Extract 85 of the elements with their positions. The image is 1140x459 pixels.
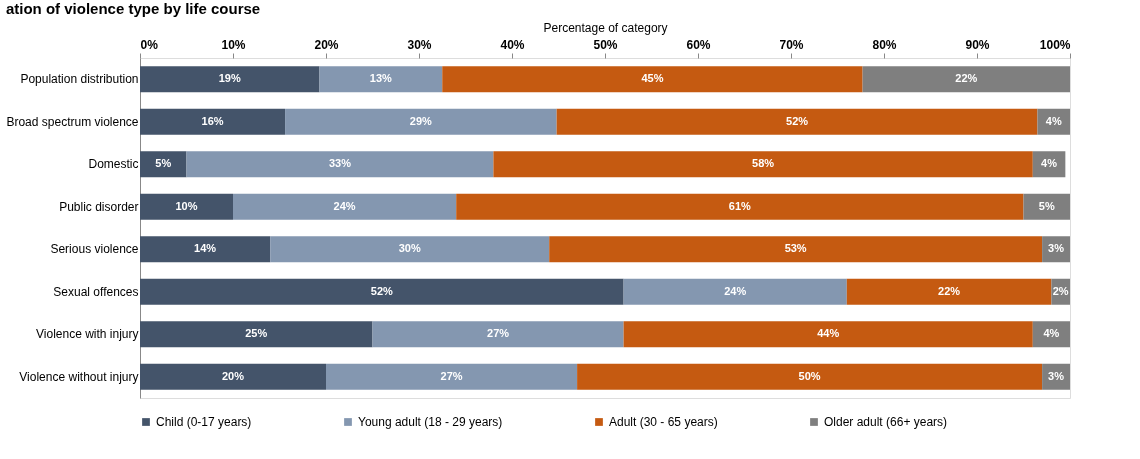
bar bbox=[326, 363, 578, 390]
data-label: 13% bbox=[369, 72, 393, 85]
bar bbox=[456, 193, 1024, 220]
y-tick-label: Serious violence bbox=[50, 242, 139, 257]
data-label: 50% bbox=[798, 369, 821, 382]
bar bbox=[862, 66, 1070, 93]
data-label: 5% bbox=[1038, 199, 1055, 212]
bar bbox=[577, 363, 1043, 390]
bar bbox=[140, 278, 624, 305]
data-label: 45% bbox=[641, 72, 664, 85]
data-label: 20% bbox=[221, 369, 245, 382]
data-label: 14% bbox=[194, 242, 217, 255]
legend-label: Young adult (18 - 29 years) bbox=[358, 415, 503, 429]
x-tick-label: 50% bbox=[593, 37, 618, 52]
x-axis-title: Percentage of category bbox=[543, 20, 668, 35]
bar bbox=[1023, 193, 1070, 220]
bar bbox=[493, 151, 1033, 178]
x-tick-label: 100% bbox=[1039, 37, 1071, 52]
x-tick-label: 60% bbox=[686, 37, 711, 52]
y-tick-label: Violence without injury bbox=[19, 369, 139, 384]
bar bbox=[270, 236, 550, 263]
data-label: 24% bbox=[333, 199, 356, 212]
chart-title: ation of violence type by life course bbox=[5, 0, 261, 17]
x-tick-label: 0% bbox=[140, 37, 159, 52]
data-label: 4% bbox=[1041, 157, 1058, 170]
data-label: 19% bbox=[218, 72, 241, 85]
bar bbox=[549, 236, 1043, 263]
x-tick-label: 40% bbox=[500, 37, 525, 52]
data-label: 52% bbox=[786, 114, 809, 127]
x-tick-label: 70% bbox=[779, 37, 804, 52]
bar bbox=[186, 151, 494, 178]
bar bbox=[372, 321, 624, 348]
x-tick-label: 80% bbox=[872, 37, 897, 52]
y-tick-label: Sexual offences bbox=[53, 284, 139, 299]
y-tick-label: Domestic bbox=[88, 157, 139, 172]
x-tick-label: 10% bbox=[221, 37, 246, 52]
bar bbox=[140, 108, 286, 135]
y-tick-label: Population distribution bbox=[20, 72, 139, 87]
x-tick-label: 90% bbox=[965, 37, 990, 52]
data-label: 33% bbox=[328, 157, 352, 170]
data-label: 3% bbox=[1048, 242, 1065, 255]
data-label: 3% bbox=[1048, 369, 1065, 382]
bar bbox=[285, 108, 557, 135]
data-label: 53% bbox=[784, 242, 807, 255]
data-label: 52% bbox=[370, 284, 394, 297]
data-label: 30% bbox=[398, 242, 421, 255]
legend-label: Adult (30 - 65 years) bbox=[609, 415, 718, 429]
data-label: 44% bbox=[817, 327, 840, 340]
bar bbox=[1032, 321, 1070, 348]
bar bbox=[140, 363, 326, 390]
bar bbox=[140, 151, 187, 178]
data-label: 10% bbox=[175, 199, 198, 212]
data-label: 4% bbox=[1043, 327, 1060, 340]
bar bbox=[1037, 108, 1070, 135]
bar bbox=[140, 193, 233, 220]
data-label: 61% bbox=[728, 199, 752, 212]
bar bbox=[846, 278, 1052, 305]
data-label: 16% bbox=[201, 114, 224, 127]
y-tick-label: Violence with injury bbox=[36, 327, 139, 342]
x-tick-label: 20% bbox=[314, 37, 339, 52]
x-tick-label: 30% bbox=[407, 37, 432, 52]
data-label: 58% bbox=[752, 157, 775, 170]
bar bbox=[442, 66, 863, 93]
bar bbox=[233, 193, 457, 220]
bar bbox=[623, 278, 847, 305]
bar bbox=[319, 66, 443, 93]
bar bbox=[623, 321, 1033, 348]
data-label: 25% bbox=[245, 327, 268, 340]
bar bbox=[556, 108, 1038, 135]
bar bbox=[140, 321, 373, 348]
bar bbox=[140, 236, 271, 263]
legend-label: Child (0-17 years) bbox=[156, 415, 252, 429]
y-tick-label: Public disorder bbox=[59, 199, 139, 214]
data-label: 27% bbox=[487, 327, 510, 340]
data-label: 2% bbox=[1052, 284, 1069, 297]
bar bbox=[140, 66, 320, 93]
data-label: 5% bbox=[155, 157, 172, 170]
legend-label: Older adult (66+ years) bbox=[824, 415, 948, 429]
y-tick-label: Broad spectrum violence bbox=[6, 114, 139, 129]
data-label: 29% bbox=[409, 114, 433, 127]
data-label: 4% bbox=[1045, 114, 1062, 127]
data-label: 24% bbox=[724, 284, 747, 297]
data-label: 22% bbox=[955, 72, 978, 85]
data-label: 22% bbox=[938, 284, 961, 297]
data-label: 27% bbox=[440, 369, 463, 382]
